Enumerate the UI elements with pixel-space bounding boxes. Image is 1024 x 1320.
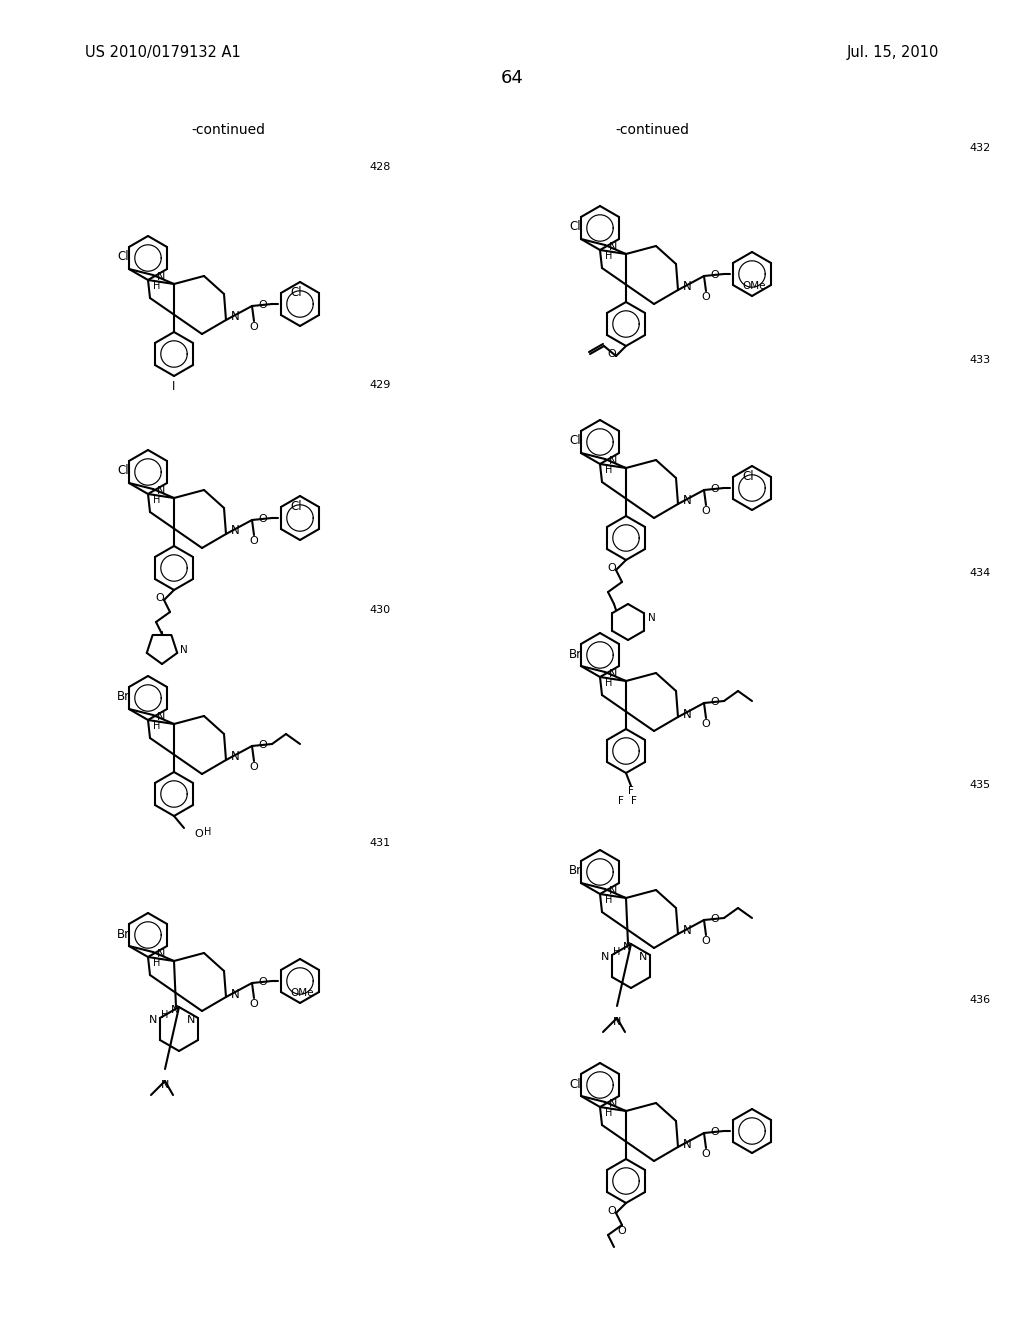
Text: US 2010/0179132 A1: US 2010/0179132 A1 (85, 45, 241, 59)
Text: F: F (628, 785, 634, 796)
Text: N: N (683, 281, 691, 293)
Text: N: N (186, 1015, 196, 1026)
Text: -continued: -continued (191, 123, 265, 137)
Text: O: O (607, 1206, 616, 1216)
Text: O: O (711, 484, 720, 494)
Text: N: N (157, 949, 165, 960)
Text: O: O (259, 741, 267, 750)
Text: H: H (204, 828, 211, 837)
Text: H: H (605, 895, 612, 906)
Text: N: N (230, 524, 240, 537)
Text: O: O (701, 506, 711, 516)
Text: OMe: OMe (742, 281, 766, 290)
Text: O: O (607, 564, 616, 573)
Text: N: N (623, 942, 631, 952)
Text: N: N (157, 272, 165, 282)
Text: N: N (683, 708, 691, 721)
Text: N: N (608, 242, 617, 252)
Text: O: O (701, 292, 711, 302)
Text: O: O (711, 271, 720, 280)
Text: N: N (608, 1100, 617, 1109)
Text: O: O (711, 697, 720, 708)
Text: N: N (171, 1005, 179, 1015)
Text: N: N (612, 1016, 622, 1027)
Text: Br: Br (117, 928, 129, 940)
Text: Br: Br (568, 865, 582, 878)
Text: O: O (194, 829, 203, 840)
Text: N: N (157, 486, 165, 496)
Text: Cl: Cl (117, 465, 129, 478)
Text: 430: 430 (370, 605, 390, 615)
Text: 428: 428 (370, 162, 391, 172)
Text: N: N (601, 952, 609, 962)
Text: H: H (613, 946, 621, 957)
Text: N: N (648, 612, 655, 623)
Text: H: H (162, 1010, 169, 1020)
Text: O: O (250, 999, 258, 1008)
Text: 435: 435 (970, 780, 990, 789)
Text: O: O (701, 936, 711, 946)
Text: O: O (250, 322, 258, 333)
Text: O: O (156, 593, 165, 603)
Text: O: O (701, 719, 711, 729)
Text: N: N (157, 711, 165, 722)
Text: 433: 433 (970, 355, 990, 366)
Text: N: N (230, 987, 240, 1001)
Text: Cl: Cl (569, 434, 581, 447)
Text: H: H (605, 1107, 612, 1118)
Text: N: N (608, 455, 617, 466)
Text: O: O (259, 513, 267, 524)
Text: N: N (683, 495, 691, 507)
Text: N: N (148, 1015, 157, 1026)
Text: Cl: Cl (290, 286, 302, 300)
Text: OMe: OMe (290, 987, 313, 998)
Text: H: H (605, 251, 612, 261)
Text: Cl: Cl (569, 220, 581, 234)
Text: 431: 431 (370, 838, 390, 847)
Text: Cl: Cl (742, 470, 754, 483)
Text: Jul. 15, 2010: Jul. 15, 2010 (847, 45, 939, 59)
Text: F: F (631, 796, 637, 807)
Text: F: F (618, 796, 624, 807)
Text: I: I (172, 380, 176, 392)
Text: N: N (230, 751, 240, 763)
Text: O: O (711, 913, 720, 924)
Text: Cl: Cl (569, 1077, 581, 1090)
Text: O: O (250, 762, 258, 772)
Text: 64: 64 (501, 69, 523, 87)
Text: N: N (180, 645, 187, 655)
Text: N: N (161, 1080, 169, 1090)
Text: H: H (605, 465, 612, 475)
Text: O: O (711, 1127, 720, 1137)
Text: O: O (617, 1226, 627, 1236)
Text: -continued: -continued (615, 123, 689, 137)
Text: N: N (608, 886, 617, 896)
Text: 432: 432 (970, 143, 990, 153)
Text: N: N (683, 1138, 691, 1151)
Text: N: N (639, 952, 647, 962)
Text: O: O (259, 300, 267, 310)
Text: H: H (154, 281, 161, 290)
Text: 434: 434 (970, 568, 990, 578)
Text: H: H (605, 678, 612, 688)
Text: N: N (230, 310, 240, 323)
Text: O: O (701, 1148, 711, 1159)
Text: Cl: Cl (290, 500, 302, 513)
Text: Br: Br (568, 648, 582, 660)
Text: H: H (154, 958, 161, 968)
Text: 429: 429 (370, 380, 391, 389)
Text: 436: 436 (970, 995, 990, 1005)
Text: N: N (683, 924, 691, 937)
Text: Br: Br (117, 690, 129, 704)
Text: O: O (250, 536, 258, 546)
Text: O: O (259, 977, 267, 987)
Text: Cl: Cl (117, 251, 129, 264)
Text: H: H (154, 495, 161, 506)
Text: O: O (607, 348, 616, 359)
Text: H: H (154, 721, 161, 731)
Text: N: N (608, 669, 617, 678)
